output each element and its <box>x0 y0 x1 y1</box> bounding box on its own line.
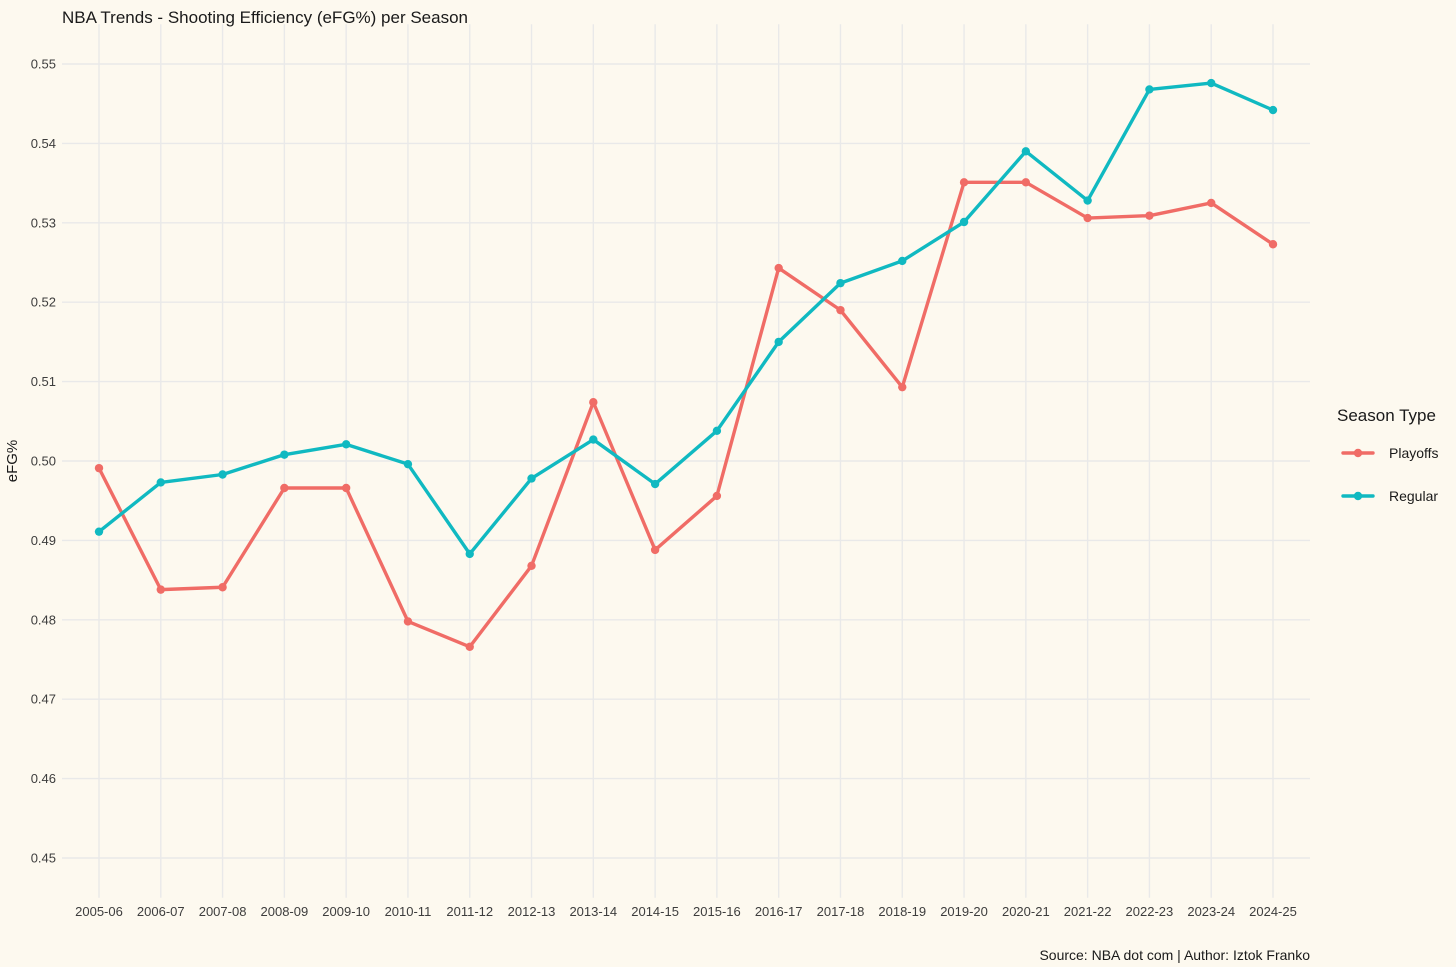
y-tick-label: 0.46 <box>31 771 56 786</box>
data-point-playoffs <box>1268 240 1278 249</box>
legend-swatch-point-playoffs <box>1353 448 1363 458</box>
y-tick-label: 0.48 <box>31 612 56 627</box>
data-point-regular <box>589 435 598 444</box>
data-point-playoffs <box>218 583 227 592</box>
y-tick-label: 0.53 <box>31 215 56 230</box>
y-tick-label: 0.45 <box>31 851 56 866</box>
series-layer <box>94 78 1278 651</box>
legend: Season Type Playoffs Regular <box>1337 406 1439 504</box>
x-tick-label: 2015-16 <box>693 904 741 919</box>
data-point-playoffs <box>1083 213 1092 223</box>
data-point-regular <box>280 450 289 459</box>
data-point-playoffs <box>589 398 598 407</box>
legend-label-playoffs: Playoffs <box>1389 445 1439 461</box>
data-point-regular <box>712 426 722 436</box>
series-line-playoffs <box>97 180 1275 649</box>
data-point-playoffs <box>1021 178 1031 187</box>
data-point-playoffs <box>836 305 845 315</box>
chart-title: NBA Trends - Shooting Efficiency (eFG%) … <box>62 8 468 27</box>
y-tick-label: 0.49 <box>31 533 56 548</box>
x-tick-label: 2005-06 <box>75 904 123 919</box>
data-point-playoffs <box>94 463 104 473</box>
data-point-regular <box>1268 105 1278 115</box>
x-tick-label: 2019-20 <box>940 904 988 919</box>
data-point-playoffs <box>156 585 165 594</box>
data-point-regular <box>341 440 351 449</box>
data-point-regular <box>465 549 474 559</box>
data-point-regular <box>898 256 907 266</box>
data-point-regular <box>94 527 104 536</box>
x-tick-label: 2014-15 <box>631 904 679 919</box>
x-tick-label: 2011-12 <box>446 904 493 919</box>
data-point-regular <box>1083 196 1092 205</box>
y-axis-label: eFG% <box>4 440 21 483</box>
data-point-regular <box>403 459 413 469</box>
x-tick-label: 2018-19 <box>878 904 926 919</box>
data-point-playoffs <box>1145 211 1154 220</box>
y-tick-label: 0.47 <box>31 692 56 707</box>
y-tick-label: 0.54 <box>31 136 56 151</box>
x-tick-label: 2007-08 <box>199 904 247 919</box>
y-tick-label: 0.52 <box>31 295 56 310</box>
x-tick-label: 2016-17 <box>755 904 803 919</box>
data-point-playoffs <box>774 263 783 273</box>
x-tick-label: 2021-22 <box>1064 904 1112 919</box>
x-tick-label: 2013-14 <box>569 904 617 919</box>
data-point-playoffs <box>527 561 536 571</box>
data-point-regular <box>218 470 227 479</box>
data-point-regular <box>527 474 536 483</box>
series-line-regular <box>97 81 1275 556</box>
data-point-playoffs <box>650 545 660 555</box>
x-tick-label: 2010-11 <box>385 904 432 919</box>
data-point-playoffs <box>959 178 969 187</box>
data-point-playoffs <box>898 382 907 392</box>
y-tick-label: 0.50 <box>31 454 56 469</box>
data-point-playoffs <box>280 483 289 493</box>
data-point-regular <box>650 479 660 489</box>
data-point-regular <box>1207 78 1216 88</box>
data-point-regular <box>774 337 783 347</box>
x-tick-label: 2020-21 <box>1002 904 1050 919</box>
legend-label-regular: Regular <box>1389 488 1438 504</box>
data-point-playoffs <box>341 483 351 493</box>
x-tick-label: 2006-07 <box>137 904 185 919</box>
x-gridlines <box>98 24 1274 898</box>
y-tick-label: 0.55 <box>31 57 56 72</box>
legend-swatch-point-regular <box>1353 491 1363 501</box>
x-tick-label: 2008-09 <box>261 904 309 919</box>
data-point-regular <box>1021 147 1031 156</box>
x-tick-label: 2023-24 <box>1187 904 1235 919</box>
y-tick-label: 0.51 <box>31 374 56 389</box>
data-point-playoffs <box>465 642 474 651</box>
x-tick-label: 2022-23 <box>1126 904 1174 919</box>
data-point-playoffs <box>403 617 413 626</box>
x-tick-label: 2024-25 <box>1249 904 1297 919</box>
data-point-regular <box>959 217 969 227</box>
data-point-regular <box>156 478 165 487</box>
legend-title: Season Type <box>1337 406 1436 425</box>
data-point-regular <box>1145 85 1154 94</box>
x-tick-label: 2009-10 <box>322 904 370 919</box>
data-point-playoffs <box>1207 198 1216 208</box>
chart-caption: Source: NBA dot com | Author: Iztok Fran… <box>1039 947 1310 963</box>
x-tick-label: 2017-18 <box>817 904 865 919</box>
x-tick-label: 2012-13 <box>508 904 556 919</box>
y-axis-ticks: 0.45 0.46 0.47 0.48 0.49 0.50 0.51 0.52 0.53 0.54… <box>31 57 56 866</box>
x-axis-ticks: 2005-06 2006-07 2007-08 2008-09 2009-10 2010-… <box>75 904 1297 919</box>
data-point-playoffs <box>712 491 722 501</box>
data-point-regular <box>836 278 845 288</box>
